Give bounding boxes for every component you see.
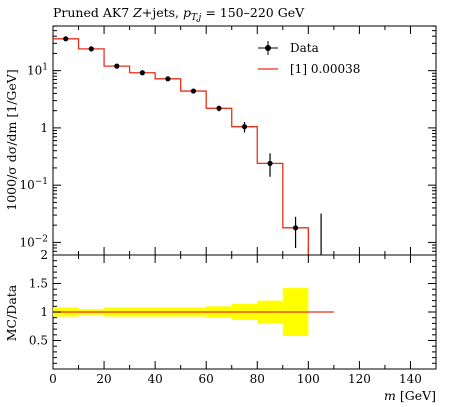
data-point: [216, 105, 222, 111]
mc-histogram-line: [53, 38, 309, 255]
legend-data-label: Data: [290, 41, 319, 55]
chart-title: Pruned AK7 Z+jets, pT,j = 150–220 GeV: [53, 5, 305, 23]
data-point: [114, 63, 120, 69]
data-point: [88, 46, 94, 52]
data-point: [139, 70, 145, 76]
x-tick-labels: 0 20 40 60 80 100 120 140: [49, 372, 422, 386]
data-point: [267, 160, 273, 166]
x-tick-label: 140: [399, 372, 422, 386]
x-tick-label: 60: [199, 372, 214, 386]
main-y-axis-label: 1000/σ dσ/dm [1/GeV]: [4, 69, 19, 210]
main-y-tick-label: 101: [27, 63, 48, 78]
legend-data-marker: [265, 45, 271, 51]
ratio-axis-ticks: [52, 254, 437, 370]
data-point: [165, 76, 171, 82]
ratio-y-tick-label: 1.5: [29, 277, 48, 291]
legend: Data [1] 0.00038: [258, 41, 360, 76]
legend-mc-label: [1] 0.00038: [290, 62, 360, 76]
ratio-y-tick-label: 0.5: [29, 334, 48, 348]
data-point: [292, 225, 299, 231]
ratio-y-tick-label: 1: [40, 305, 48, 319]
main-y-tick-label: 10−1: [19, 177, 48, 192]
x-tick-label: 40: [147, 372, 162, 386]
ratio-y-tick-label: 2: [40, 248, 48, 262]
ratio-y-tick-labels: 0.5 1 1.5 2: [29, 248, 48, 348]
main-y-tick-label: 10−2: [19, 234, 48, 249]
main-axis-ticks: [52, 25, 437, 255]
data-point: [63, 36, 69, 42]
ratio-y-axis-label: MC/Data: [4, 284, 19, 341]
x-axis-label: m [GeV]: [384, 388, 436, 403]
main-y-tick-labels: 10−2 10−1 1 101: [19, 63, 48, 250]
x-tick-label: 0: [49, 372, 57, 386]
main-y-tick-label: 1: [40, 121, 48, 135]
x-tick-label: 20: [96, 372, 111, 386]
x-tick-label: 100: [297, 372, 320, 386]
x-tick-label: 80: [250, 372, 265, 386]
x-tick-label: 120: [348, 372, 371, 386]
main-plot-frame: [52, 25, 437, 256]
data-points: [63, 36, 322, 255]
data-point: [241, 124, 248, 130]
mc-histogram: [53, 38, 309, 255]
data-point: [190, 88, 197, 94]
